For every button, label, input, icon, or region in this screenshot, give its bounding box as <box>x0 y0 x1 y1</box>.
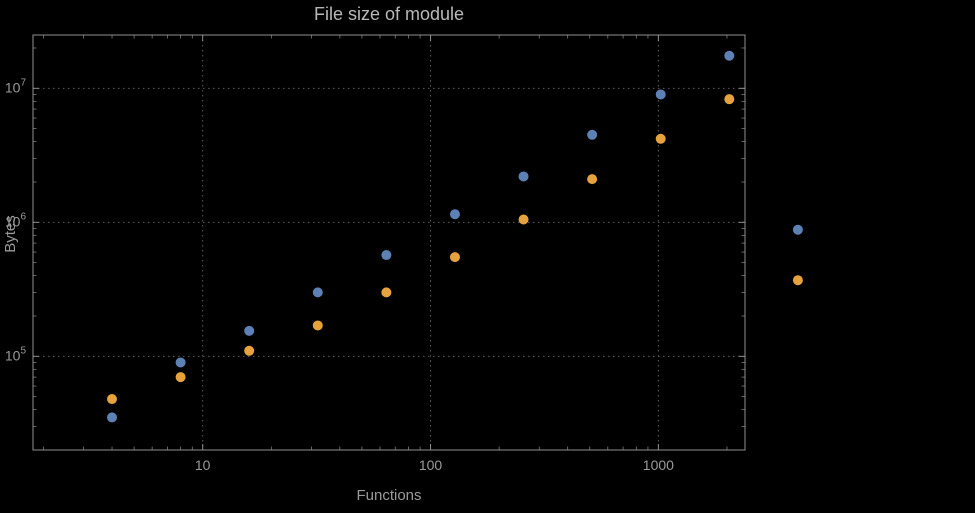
data-point <box>107 394 118 405</box>
data-point <box>107 412 118 423</box>
x-tick-label: 10 <box>195 457 211 473</box>
axis-ticks <box>33 35 745 451</box>
data-point <box>724 50 735 61</box>
data-point <box>655 89 666 100</box>
points-series-blue <box>107 50 803 423</box>
x-tick-labels: 10 100 1000 <box>195 457 674 473</box>
data-point <box>724 94 735 105</box>
data-point <box>518 214 529 225</box>
data-point <box>381 250 392 261</box>
data-point <box>312 320 323 331</box>
data-point <box>792 224 803 235</box>
data-point <box>312 287 323 298</box>
x-tick-label: 1000 <box>643 457 674 473</box>
grid-lines <box>33 35 745 450</box>
x-tick-label: 100 <box>419 457 443 473</box>
data-point <box>449 252 460 263</box>
y-tick-label: 107 <box>5 77 27 95</box>
data-point <box>655 133 666 144</box>
data-point <box>381 287 392 298</box>
data-point <box>792 275 803 286</box>
data-point <box>175 357 186 368</box>
data-point <box>175 372 186 383</box>
y-tick-label: 105 <box>5 345 27 363</box>
y-axis-label: Bytes <box>2 215 19 253</box>
x-axis-label: Functions <box>356 487 422 504</box>
chart-title: File size of module <box>313 4 465 24</box>
data-point <box>244 345 255 356</box>
data-point <box>518 171 529 182</box>
points-series-orange <box>107 94 803 405</box>
data-point <box>587 174 598 185</box>
data-point <box>244 325 255 336</box>
data-point <box>449 209 460 220</box>
data-point <box>587 129 598 140</box>
plot-frame <box>32 34 746 451</box>
